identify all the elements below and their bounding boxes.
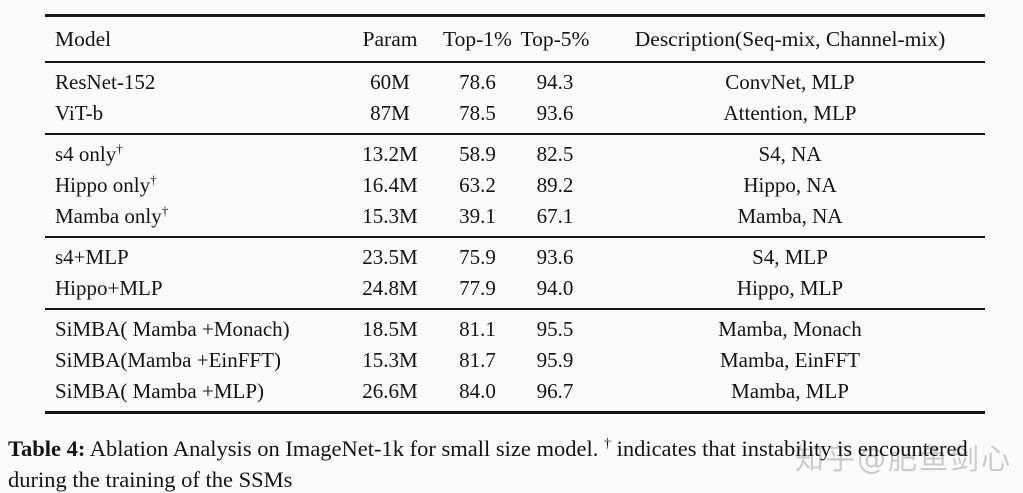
description-cell: Mamba, Monach (718, 317, 862, 341)
param-cell: 16.4M (362, 173, 418, 197)
dagger-mark: † (116, 141, 123, 156)
table-row: SiMBA( Mamba +Monach) 18.5M 81.1 95.5 Ma… (45, 309, 985, 345)
description-cell: Hippo, MLP (736, 276, 844, 300)
param-cell: 60M (370, 70, 410, 94)
top1-cell: 78.6 (459, 70, 496, 94)
column-header-description: Description(Seq-mix, Channel-mix) (595, 15, 985, 63)
group-ssm-only: s4 only† 13.2M 58.9 82.5 S4, NA Hippo on… (45, 134, 985, 237)
param-cell: 87M (370, 101, 410, 125)
table-row: SiMBA( Mamba +MLP) 26.6M 84.0 96.7 Mamba… (45, 376, 985, 413)
column-header-model: Model (45, 15, 340, 63)
group-ssm-mlp: s4+MLP 23.5M 75.9 93.6 S4, MLP Hippo+MLP… (45, 237, 985, 309)
ablation-table: Model Param Top-1% Top-5% Description(Se… (45, 14, 985, 414)
dagger-mark: † (161, 203, 169, 218)
model-name: SiMBA( Mamba +MLP) (55, 379, 265, 403)
column-header-param: Param (340, 15, 440, 63)
model-name: ResNet-152 (55, 70, 156, 94)
model-cell: Hippo only† (45, 170, 340, 201)
column-header-top1: Top-1% (440, 15, 515, 63)
model-cell: SiMBA( Mamba +MLP) (45, 376, 340, 413)
top5-cell: 93.6 (536, 101, 574, 125)
param-cell: 24.8M (362, 276, 418, 300)
description-cell: ConvNet, MLP (725, 70, 855, 94)
column-header-top5: Top-5% (515, 15, 595, 63)
dagger-mark: † (150, 172, 157, 187)
model-cell: s4+MLP (45, 237, 340, 273)
model-name: Hippo+MLP (55, 276, 163, 300)
top5-cell: 94.0 (536, 276, 574, 300)
model-name: Mamba only (55, 204, 162, 228)
top5-cell: 93.6 (536, 245, 574, 269)
model-cell: s4 only† (45, 134, 340, 170)
param-cell: 13.2M (362, 142, 418, 166)
table-row: Hippo only† 16.4M 63.2 89.2 Hippo, NA (45, 170, 985, 201)
model-cell: SiMBA(Mamba +EinFFT) (45, 345, 340, 376)
table-row: ResNet-152 60M 78.6 94.3 ConvNet, MLP (45, 62, 985, 98)
model-cell: Mamba only† (45, 201, 340, 237)
model-cell: Hippo+MLP (45, 273, 340, 309)
top5-cell: 82.5 (536, 142, 574, 166)
param-cell: 26.6M (362, 379, 418, 403)
description-cell: Mamba, EinFFT (720, 348, 860, 372)
table-row: s4+MLP 23.5M 75.9 93.6 S4, MLP (45, 237, 985, 273)
table-caption: Table 4: Ablation Analysis on ImageNet-1… (8, 433, 1018, 493)
param-cell: 23.5M (362, 245, 418, 269)
description-cell: S4, MLP (752, 245, 828, 269)
description-cell: Mamba, NA (737, 204, 843, 228)
description-cell: Mamba, MLP (731, 379, 849, 403)
top5-cell: 95.9 (536, 348, 574, 372)
table-row: Hippo+MLP 24.8M 77.9 94.0 Hippo, MLP (45, 273, 985, 309)
table-row: ViT-b 87M 78.5 93.6 Attention, MLP (45, 98, 985, 134)
table-row: s4 only† 13.2M 58.9 82.5 S4, NA (45, 134, 985, 170)
top5-cell: 89.2 (536, 173, 574, 197)
top1-cell: 81.1 (459, 317, 496, 341)
caption-text-2: indicates that instability is encountere… (8, 436, 968, 492)
model-name: s4 only (55, 142, 117, 166)
param-cell: 18.5M (362, 317, 418, 341)
top1-cell: 77.9 (459, 276, 496, 300)
model-name: s4+MLP (55, 245, 129, 269)
top1-cell: 84.0 (459, 379, 496, 403)
header-row: Model Param Top-1% Top-5% Description(Se… (45, 15, 985, 63)
top1-cell: 81.7 (459, 348, 496, 372)
table-header: Model Param Top-1% Top-5% Description(Se… (45, 15, 985, 63)
table-row: Mamba only† 15.3M 39.1 67.1 Mamba, NA (45, 201, 985, 237)
top5-cell: 94.3 (536, 70, 574, 94)
model-cell: ViT-b (45, 98, 340, 134)
top1-cell: 75.9 (459, 245, 496, 269)
model-name: SiMBA( Mamba +Monach) (55, 317, 290, 341)
group-baselines: ResNet-152 60M 78.6 94.3 ConvNet, MLP Vi… (45, 62, 985, 134)
model-name: Hippo only (55, 173, 151, 197)
param-cell: 15.3M (362, 204, 418, 228)
model-name: SiMBA(Mamba +EinFFT) (55, 348, 281, 372)
description-cell: S4, NA (758, 142, 822, 166)
top5-cell: 96.7 (536, 379, 574, 403)
description-cell: Attention, MLP (723, 101, 857, 125)
top1-cell: 78.5 (459, 101, 496, 125)
top5-cell: 67.1 (536, 204, 574, 228)
caption-dagger-icon: † (603, 436, 611, 452)
top1-cell: 58.9 (459, 142, 496, 166)
table-row: SiMBA(Mamba +EinFFT) 15.3M 81.7 95.9 Mam… (45, 345, 985, 376)
top1-cell: 39.1 (459, 204, 496, 228)
top5-cell: 95.5 (536, 317, 574, 341)
model-cell: SiMBA( Mamba +Monach) (45, 309, 340, 345)
caption-label: Table 4: (8, 436, 86, 461)
model-name: ViT-b (55, 101, 104, 125)
model-cell: ResNet-152 (45, 62, 340, 98)
group-simba: SiMBA( Mamba +Monach) 18.5M 81.1 95.5 Ma… (45, 309, 985, 413)
caption-text-1: Ablation Analysis on ImageNet-1k for sma… (85, 436, 604, 461)
zhihu-watermark: 知乎@肥鱼剑心 (795, 442, 1013, 476)
description-cell: Hippo, NA (743, 173, 837, 197)
param-cell: 15.3M (362, 348, 418, 372)
top1-cell: 63.2 (459, 173, 496, 197)
